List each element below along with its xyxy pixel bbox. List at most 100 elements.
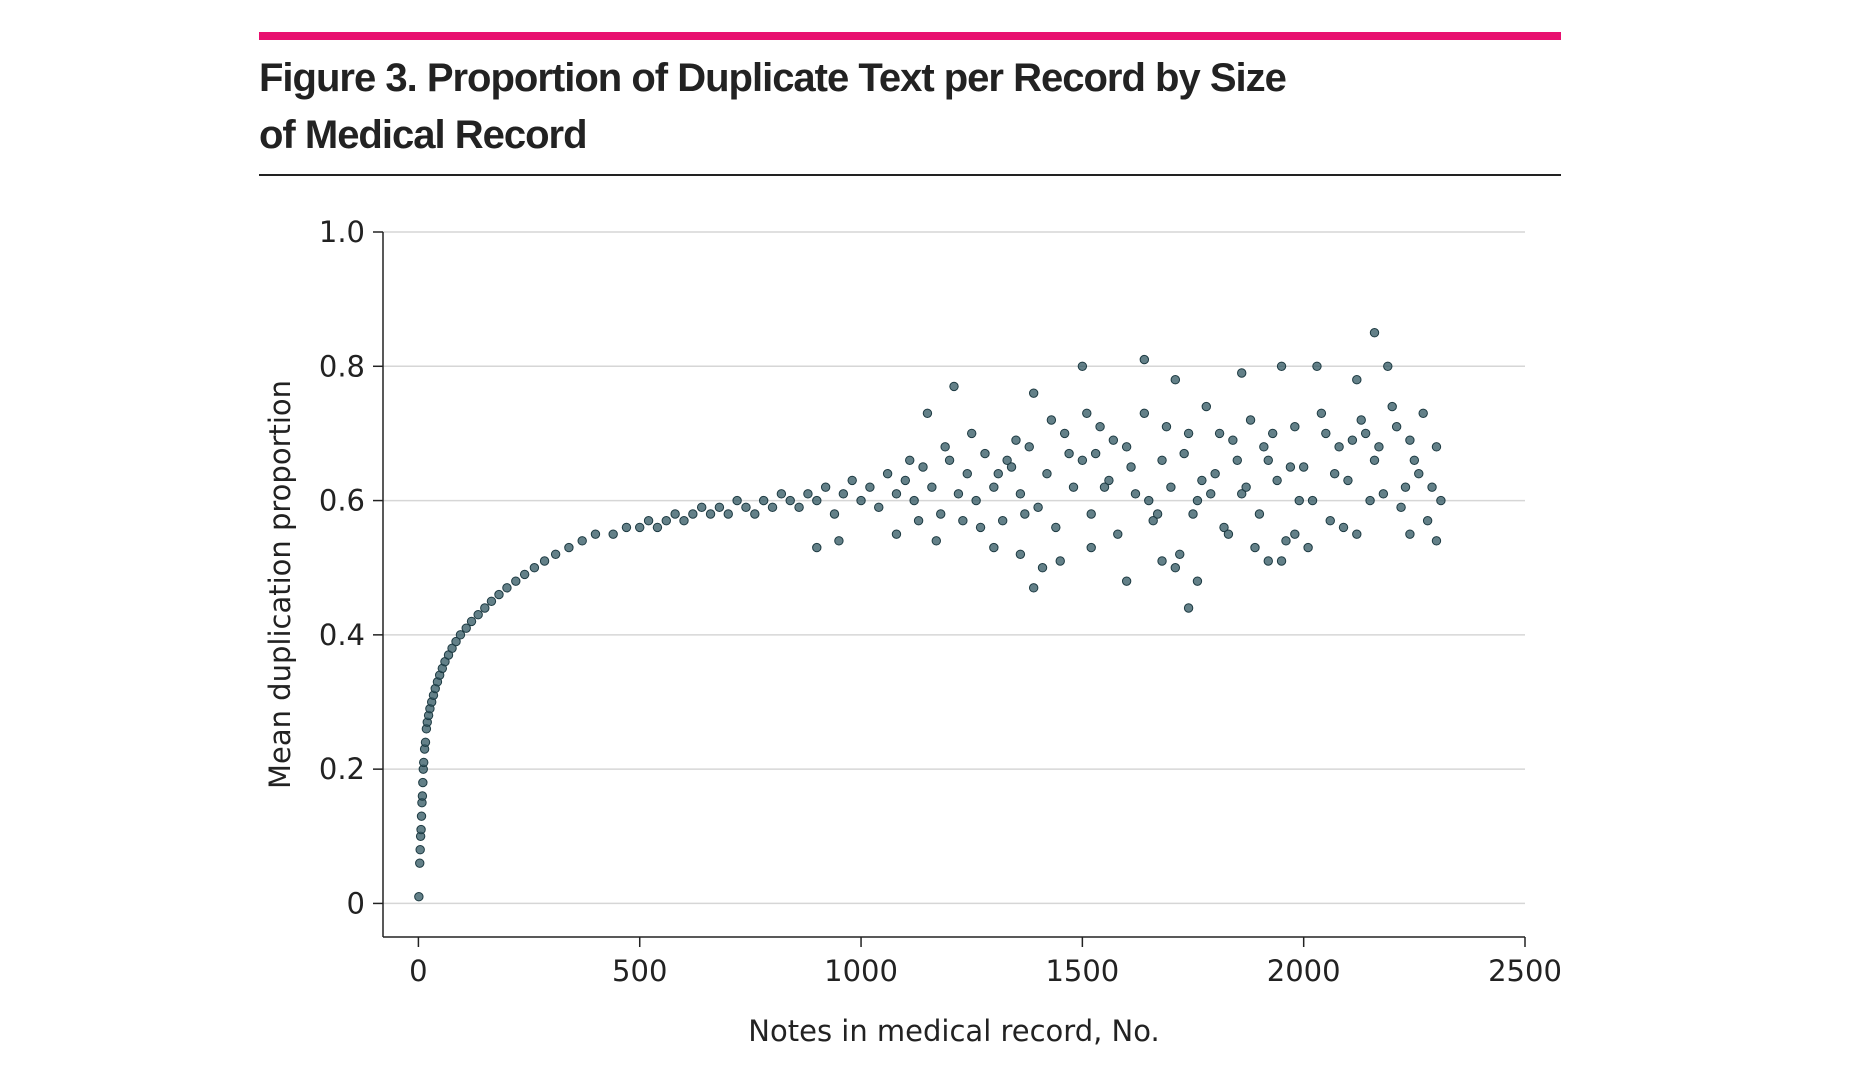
data-point [1391, 422, 1402, 432]
data-point [1329, 469, 1340, 479]
x-axis-label: Notes in medical record, No. [748, 1014, 1159, 1048]
data-point [1409, 455, 1420, 465]
data-point [714, 502, 725, 512]
data-point [1294, 495, 1304, 506]
data-point [1002, 455, 1012, 465]
data-point [447, 643, 457, 653]
x-tick-label: 0 [409, 954, 427, 988]
data-point [1254, 509, 1265, 519]
data-point [1418, 408, 1428, 418]
data-point [909, 495, 919, 506]
data-point [473, 610, 483, 620]
data-point [590, 529, 601, 539]
data-point [1237, 368, 1247, 378]
data-point [414, 892, 424, 902]
data-point [1356, 415, 1366, 425]
data-point [502, 583, 512, 593]
data-point [486, 596, 497, 606]
y-tick-label: 0 [347, 886, 365, 920]
data-point [1347, 435, 1358, 445]
data-point [1378, 489, 1389, 499]
data-point [1170, 375, 1181, 385]
data-point [1028, 583, 1039, 593]
data-point [750, 509, 760, 519]
data-point [1263, 556, 1273, 566]
data-point [922, 408, 933, 418]
data-point [767, 502, 778, 512]
data-point [865, 482, 875, 492]
data-point [1405, 435, 1415, 445]
data-point [834, 536, 844, 546]
data-point [975, 522, 986, 533]
data-point [416, 811, 427, 821]
data-point [1126, 462, 1136, 472]
data-point [1082, 408, 1092, 418]
data-point [1095, 422, 1105, 432]
data-point [1206, 489, 1216, 499]
data-point [1369, 455, 1380, 465]
data-point [962, 469, 972, 479]
data-point [812, 542, 822, 553]
data-point [1369, 328, 1380, 338]
data-point [661, 516, 671, 526]
x-tick-label: 2000 [1267, 954, 1341, 988]
data-point [931, 536, 941, 546]
data-point [993, 469, 1003, 479]
data-point [918, 462, 928, 472]
data-point [1152, 509, 1163, 519]
data-point [451, 636, 461, 647]
data-point [1175, 549, 1185, 559]
data-point [1046, 415, 1057, 425]
y-tick-label: 0.4 [319, 618, 365, 652]
data-point [1352, 375, 1362, 385]
data-point [1086, 542, 1096, 553]
data-point [1028, 388, 1039, 398]
data-point [1259, 442, 1269, 452]
data-point [1166, 482, 1176, 492]
data-point [1108, 435, 1119, 445]
data-point [416, 824, 426, 835]
data-point [1170, 563, 1181, 573]
data-point [1400, 482, 1411, 492]
data-point [643, 516, 654, 526]
data-point [812, 495, 822, 506]
data-point [577, 536, 587, 546]
data-point [741, 502, 751, 512]
data-point [1427, 482, 1437, 492]
data-point [480, 603, 490, 613]
y-tick-label: 0.6 [319, 484, 365, 518]
data-point [1263, 455, 1273, 465]
data-point [635, 522, 645, 533]
x-tick-label: 500 [612, 954, 667, 988]
data-point [1086, 509, 1096, 519]
data-point [927, 482, 937, 492]
data-point [1352, 529, 1362, 539]
data-point [1121, 442, 1132, 452]
data-point [696, 502, 707, 512]
data-point [1037, 563, 1048, 573]
data-point [794, 502, 804, 512]
data-point [1020, 509, 1030, 519]
data-point [1192, 495, 1203, 506]
data-point [1290, 529, 1300, 539]
data-point [1223, 529, 1234, 539]
data-point [688, 509, 698, 519]
data-point [1383, 361, 1393, 371]
data-point [838, 489, 849, 499]
data-point [1303, 542, 1313, 553]
data-point [1312, 361, 1322, 371]
data-point [1267, 428, 1278, 439]
data-point [989, 482, 999, 492]
data-point [1276, 361, 1287, 371]
data-point [1183, 428, 1194, 439]
data-point [891, 489, 902, 499]
data-point [419, 757, 429, 768]
data-point [466, 616, 477, 627]
data-point [1015, 549, 1026, 559]
data-point [1099, 482, 1110, 492]
data-point [1245, 415, 1256, 425]
data-point [461, 623, 471, 633]
data-point [1201, 401, 1212, 412]
title-rule [259, 174, 1561, 176]
data-point [1157, 556, 1167, 566]
